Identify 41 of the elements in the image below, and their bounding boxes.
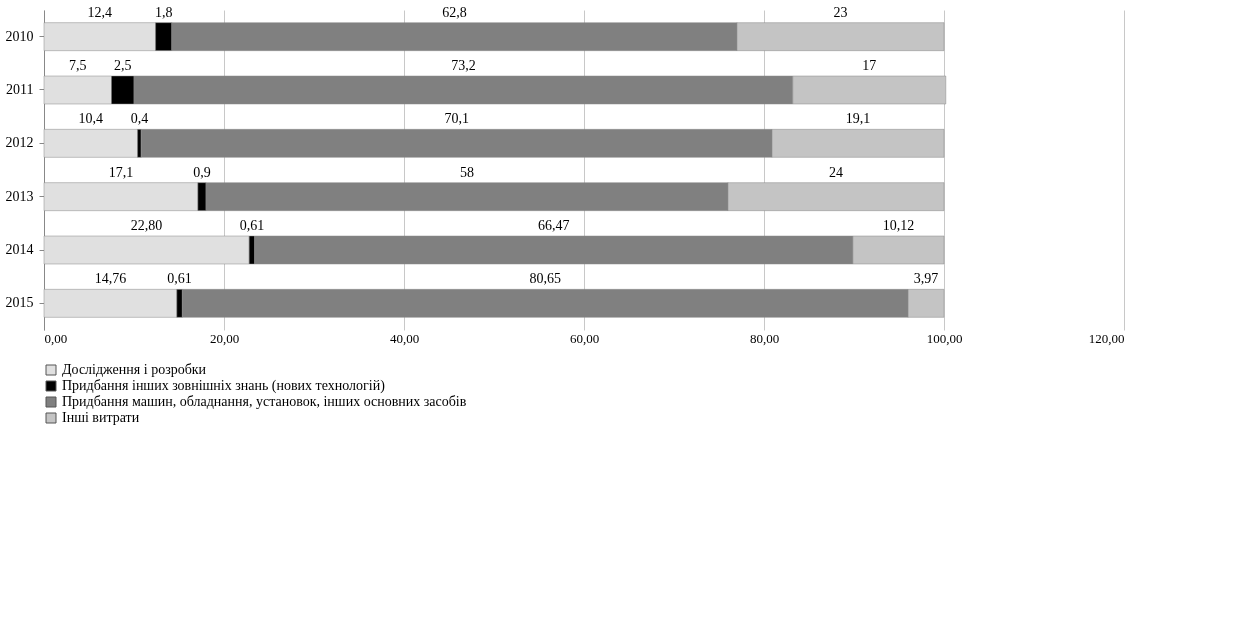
x-tick-label: 60,00 [569,330,600,346]
data-label: 19,1 [845,111,871,127]
data-label: 0,4 [130,111,149,127]
data-label: 73,2 [451,58,476,73]
x-tick-label: 100,00 [926,330,963,346]
y-tick-label: 2011 [6,82,34,97]
data-label: 1,8 [154,4,173,20]
data-label: 0,61 [167,271,192,287]
data-label: 0,9 [193,164,211,180]
y-tick-label: 2014 [5,242,34,257]
y-tick-label: 2012 [5,135,34,151]
x-tick-label: 80,00 [749,330,780,346]
y-tick-label: 2013 [5,188,34,204]
data-label: 17,1 [108,164,134,180]
x-tick-label: 120,00 [1088,330,1125,346]
data-label: 10,4 [78,111,104,127]
data-label: 7,5 [69,58,87,73]
data-label: 62,8 [442,4,467,20]
legend-label: Інші витрати [62,410,140,425]
data-label: 17 [862,58,877,73]
data-label: 14,76 [94,271,127,287]
data-label: 2,5 [114,58,132,73]
legend-label: Дослідження і розробки [62,362,207,377]
data-label: 58 [460,164,474,180]
data-label: 80,65 [529,271,562,287]
legend-label: Придбання машин, обладнання, установок, інших основних засобів [62,394,467,409]
x-tick-label: 20,00 [209,330,240,346]
y-tick-label: 2015 [5,295,34,311]
x-tick-label: 0,00 [44,330,68,346]
data-label: 23 [833,4,848,20]
data-label: 3,97 [913,271,939,287]
data-label: 0,61 [239,218,265,233]
x-tick-label: 40,00 [389,330,420,346]
data-label: 70,1 [444,111,469,127]
data-label: 66,47 [538,218,570,233]
data-label: 10,12 [882,218,915,233]
data-label: 12,4 [87,4,113,20]
data-label: 24 [829,164,843,180]
y-tick-label: 2010 [5,28,34,44]
legend-label: Придбання інших зовнішніх знань (нових технологій) [62,378,386,394]
data-label: 22,80 [130,218,163,233]
